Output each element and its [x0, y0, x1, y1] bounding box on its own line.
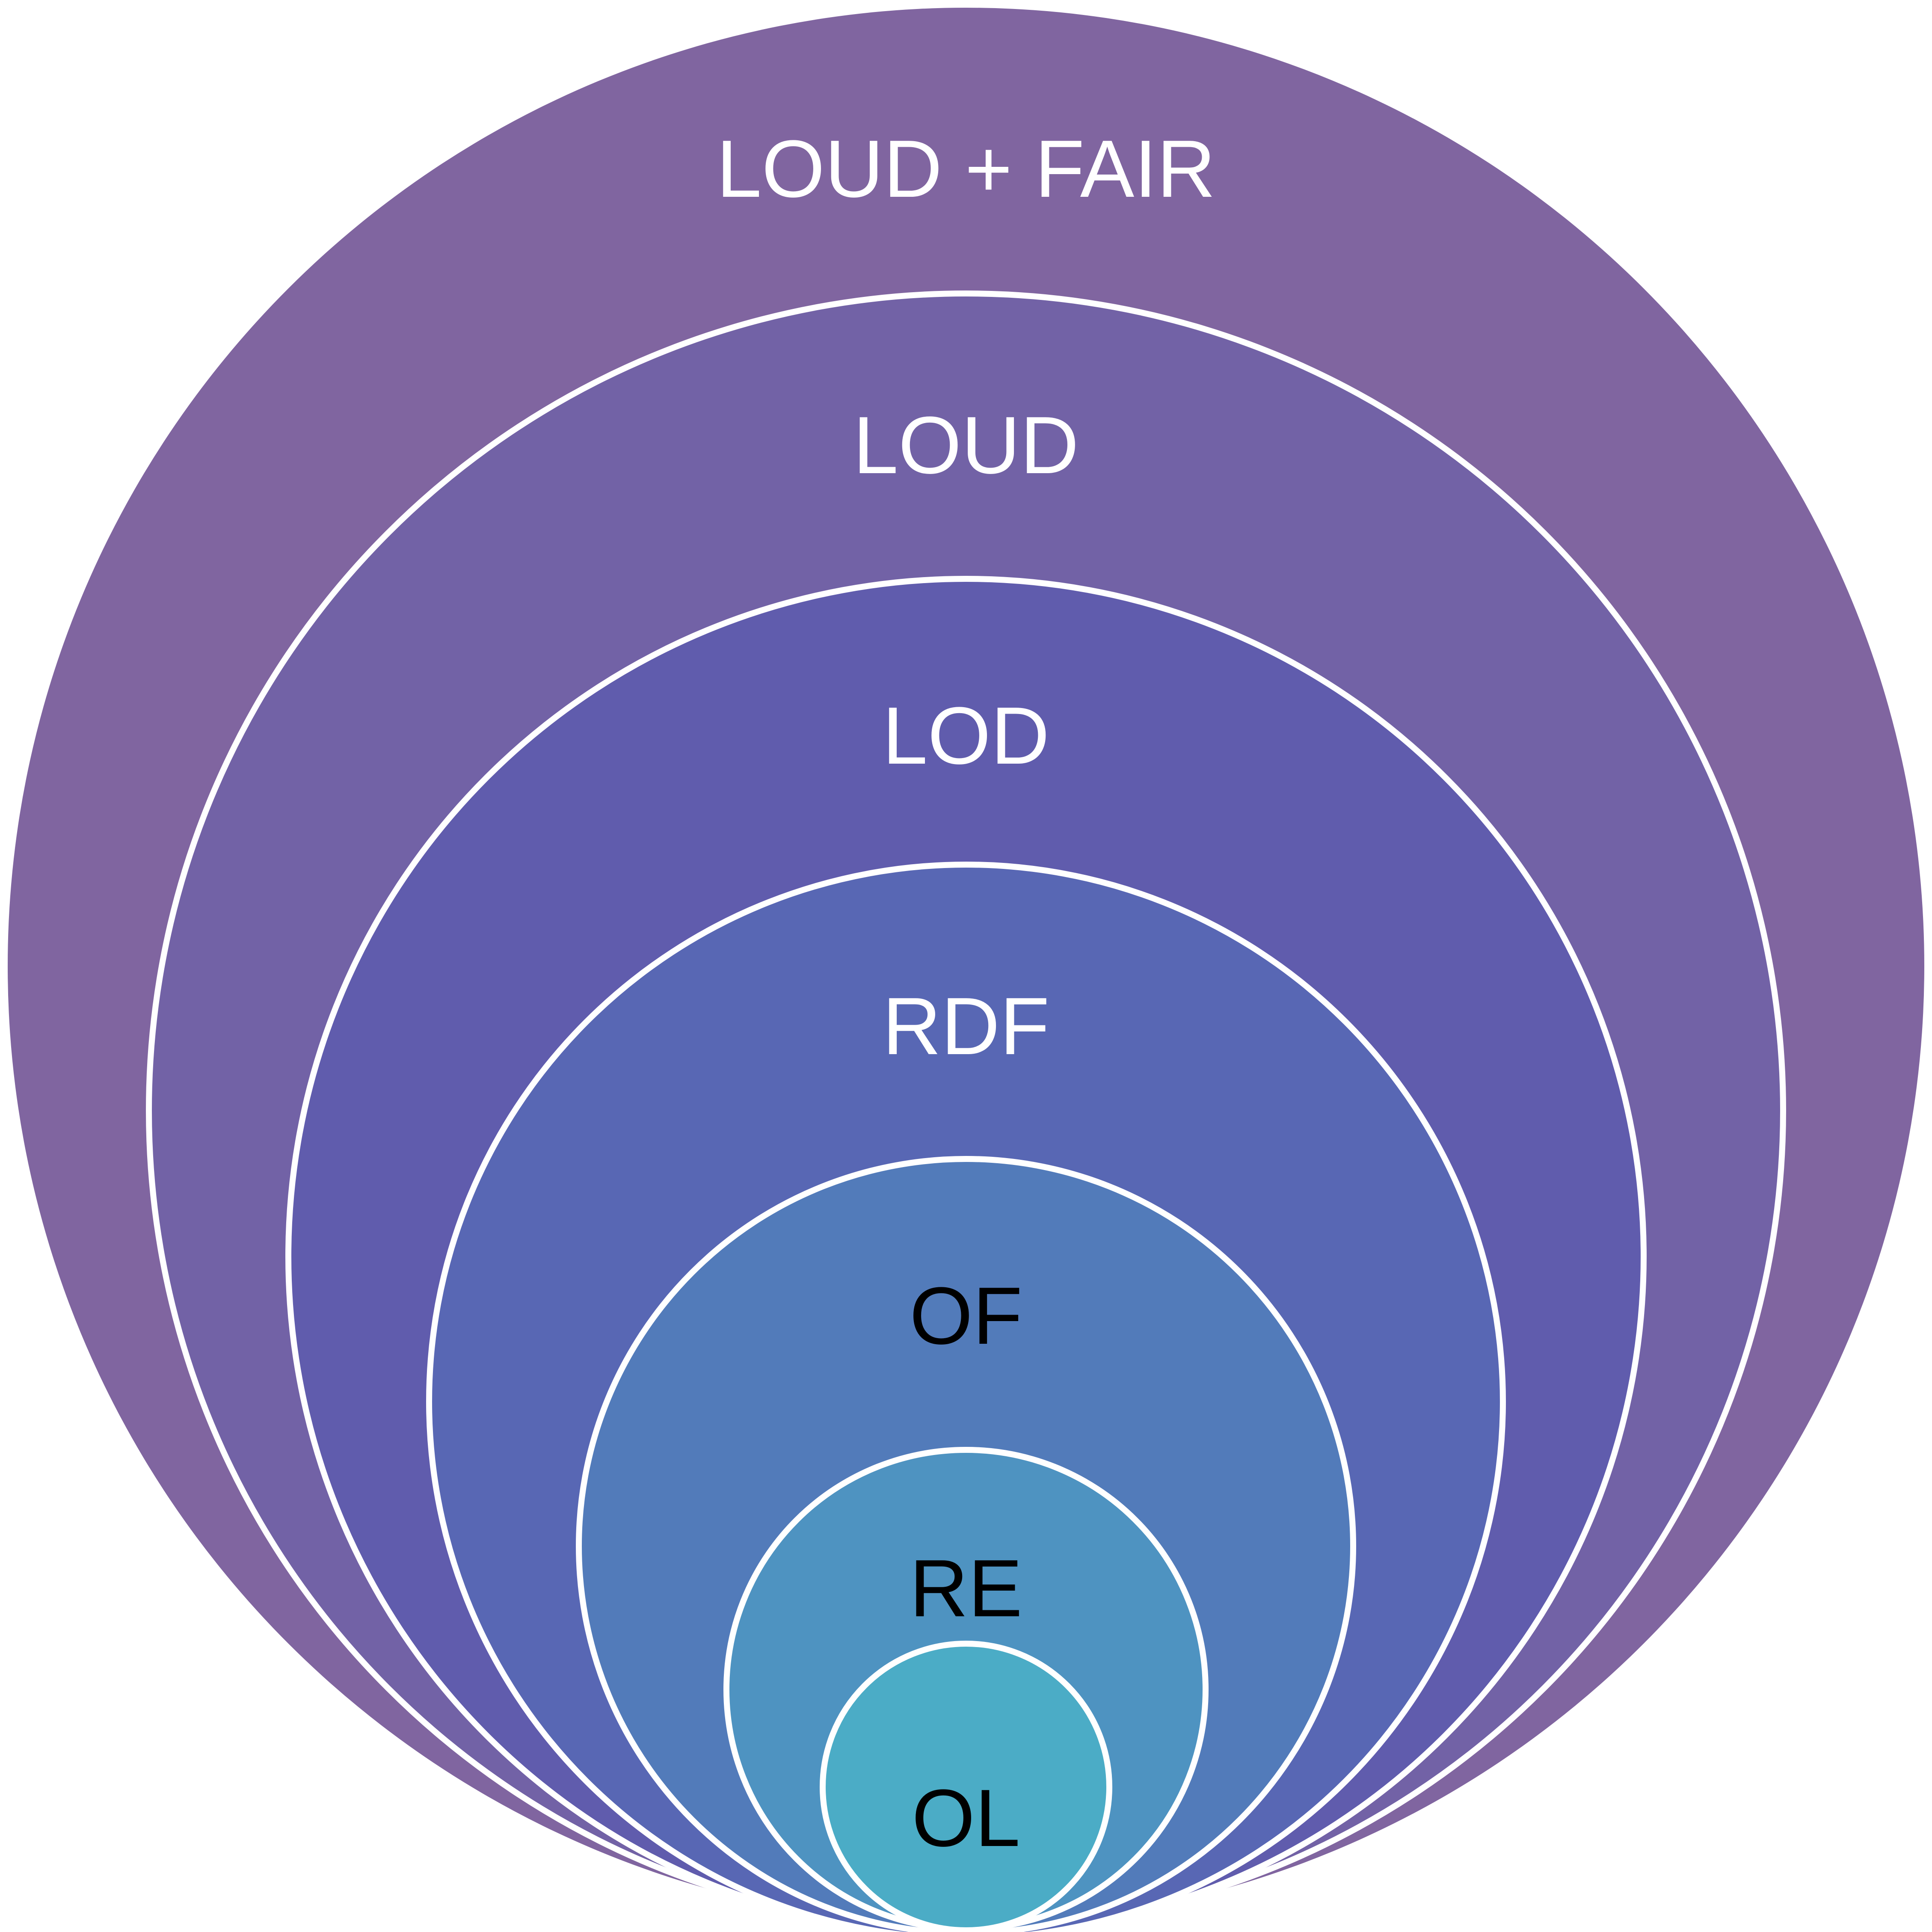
ring-label-lod: LOD [883, 690, 1050, 781]
ring-label-re: RE [910, 1543, 1022, 1634]
ring-label-rdf: RDF [883, 981, 1049, 1072]
ring-ol [820, 1641, 1112, 1932]
labels-layer: LOUD + FAIR LOUD LOD RDF OF RE OL [717, 124, 1216, 1864]
ring-label-ol: OL [912, 1773, 1020, 1864]
ring-label-loud: LOUD [853, 400, 1079, 491]
ring-label-loud-fair: LOUD + FAIR [717, 124, 1216, 214]
rings-layer [8, 8, 1924, 1932]
ring-label-of: OF [910, 1271, 1022, 1361]
